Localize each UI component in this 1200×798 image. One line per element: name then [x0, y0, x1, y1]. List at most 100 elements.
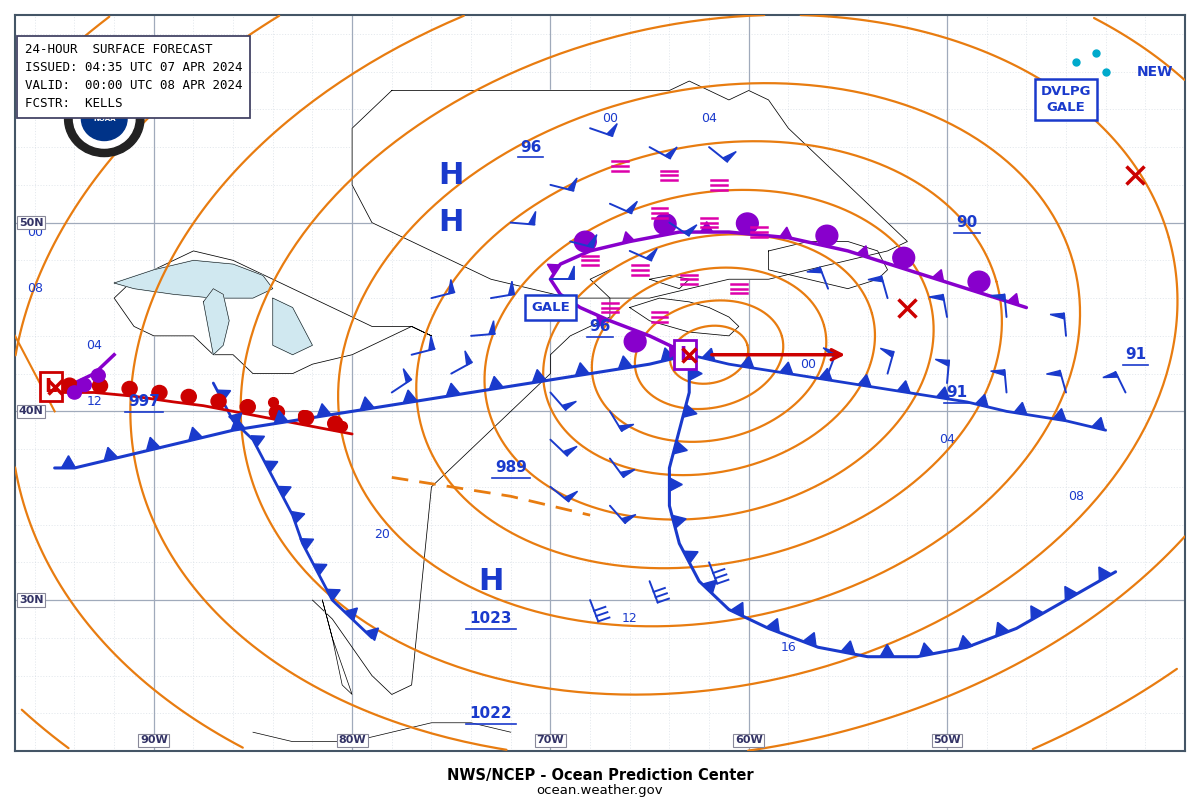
Polygon shape	[568, 178, 577, 191]
Polygon shape	[326, 590, 341, 600]
Polygon shape	[488, 321, 494, 334]
Text: 1023: 1023	[469, 611, 512, 626]
Polygon shape	[533, 369, 546, 383]
Polygon shape	[630, 298, 739, 336]
Circle shape	[575, 231, 596, 252]
Text: 08: 08	[1068, 490, 1084, 503]
Circle shape	[181, 389, 197, 404]
Polygon shape	[403, 369, 412, 383]
Polygon shape	[274, 410, 288, 424]
Text: 04: 04	[940, 433, 955, 446]
Text: H: H	[438, 208, 464, 237]
Polygon shape	[528, 211, 535, 224]
Polygon shape	[935, 359, 949, 366]
Text: L: L	[44, 377, 56, 397]
Circle shape	[893, 247, 914, 268]
Text: H: H	[438, 161, 464, 190]
Polygon shape	[683, 405, 697, 417]
Circle shape	[67, 386, 82, 399]
Circle shape	[816, 225, 838, 246]
Polygon shape	[670, 346, 680, 358]
Circle shape	[737, 213, 758, 234]
Polygon shape	[1014, 402, 1027, 415]
Polygon shape	[665, 147, 677, 159]
Polygon shape	[344, 608, 358, 620]
Polygon shape	[104, 448, 118, 461]
Polygon shape	[323, 600, 352, 694]
Polygon shape	[689, 367, 702, 381]
Polygon shape	[820, 369, 832, 381]
Text: 12: 12	[622, 612, 637, 626]
Text: 90W: 90W	[140, 736, 168, 745]
Polygon shape	[858, 374, 871, 387]
Polygon shape	[857, 246, 869, 258]
Circle shape	[65, 81, 144, 156]
Polygon shape	[569, 266, 575, 279]
Text: 00: 00	[26, 226, 43, 239]
Polygon shape	[1103, 372, 1118, 377]
Text: DVLPG
GALE: DVLPG GALE	[1040, 85, 1091, 114]
Circle shape	[328, 417, 343, 431]
Polygon shape	[806, 267, 822, 273]
Polygon shape	[449, 279, 455, 294]
Polygon shape	[702, 580, 716, 594]
Text: 80W: 80W	[338, 736, 366, 745]
Polygon shape	[646, 248, 658, 260]
Text: 70W: 70W	[536, 736, 564, 745]
Text: 04: 04	[701, 113, 718, 125]
Polygon shape	[313, 564, 326, 575]
Polygon shape	[841, 641, 854, 654]
Text: NEW: NEW	[1138, 65, 1174, 79]
Circle shape	[152, 385, 167, 400]
Polygon shape	[563, 446, 577, 456]
Text: 50W: 50W	[934, 736, 961, 745]
Polygon shape	[929, 294, 944, 300]
Text: 30N: 30N	[19, 595, 43, 605]
Polygon shape	[618, 356, 632, 369]
Polygon shape	[620, 469, 635, 477]
Circle shape	[624, 331, 646, 352]
Polygon shape	[880, 645, 894, 657]
Polygon shape	[731, 602, 743, 616]
Polygon shape	[598, 315, 608, 327]
Circle shape	[82, 97, 127, 140]
Polygon shape	[661, 348, 674, 361]
Polygon shape	[607, 124, 617, 136]
Polygon shape	[936, 387, 949, 399]
Polygon shape	[251, 436, 264, 447]
Circle shape	[240, 400, 256, 414]
Polygon shape	[623, 231, 635, 243]
Text: GALE: GALE	[532, 301, 570, 314]
Polygon shape	[701, 222, 713, 232]
Text: 08: 08	[26, 282, 43, 295]
Polygon shape	[766, 618, 779, 633]
Text: 91: 91	[1124, 347, 1146, 362]
Polygon shape	[919, 643, 934, 656]
Polygon shape	[626, 201, 637, 213]
Polygon shape	[428, 336, 434, 350]
Polygon shape	[490, 377, 503, 389]
Polygon shape	[780, 362, 793, 374]
Polygon shape	[932, 270, 943, 281]
Text: ocean.weather.gov: ocean.weather.gov	[536, 784, 664, 797]
Polygon shape	[232, 417, 245, 431]
Polygon shape	[959, 635, 972, 649]
Polygon shape	[317, 404, 331, 417]
Polygon shape	[114, 251, 432, 373]
Polygon shape	[446, 383, 461, 397]
Polygon shape	[264, 461, 277, 472]
Polygon shape	[564, 492, 577, 501]
Polygon shape	[366, 628, 378, 641]
Polygon shape	[203, 289, 229, 355]
Polygon shape	[360, 397, 374, 410]
Circle shape	[269, 405, 284, 420]
Text: 12: 12	[86, 396, 102, 409]
Polygon shape	[803, 633, 816, 646]
Polygon shape	[823, 348, 836, 358]
Circle shape	[968, 271, 990, 292]
Polygon shape	[649, 275, 689, 289]
Circle shape	[122, 381, 137, 396]
Polygon shape	[1008, 294, 1019, 305]
Text: 20: 20	[374, 527, 390, 540]
Text: NWS/NCEP - Ocean Prediction Center: NWS/NCEP - Ocean Prediction Center	[446, 768, 754, 784]
